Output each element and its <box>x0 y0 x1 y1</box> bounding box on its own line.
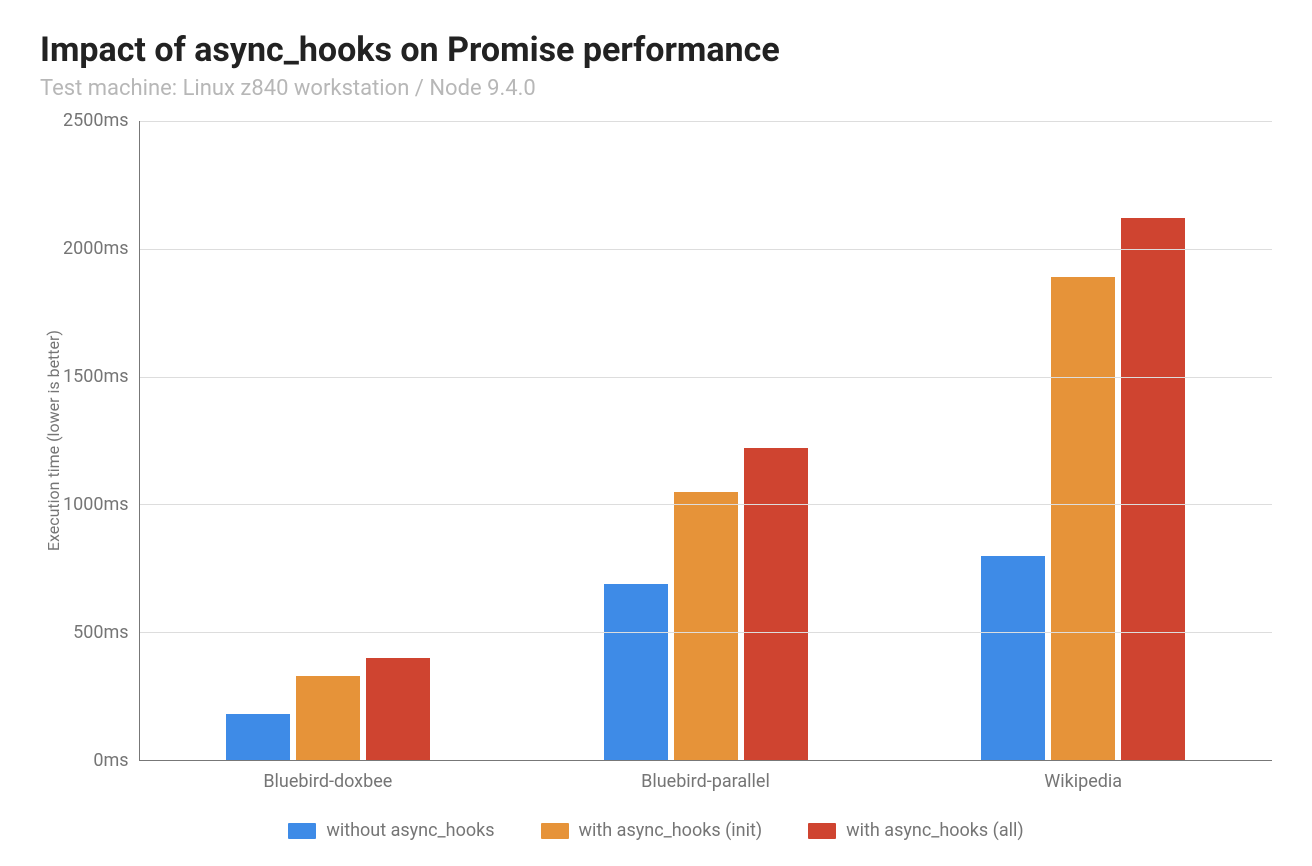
chart-title: Impact of async_hooks on Promise perform… <box>40 30 1272 70</box>
bar <box>981 556 1045 760</box>
legend-swatch <box>288 823 316 839</box>
chart-container: Impact of async_hooks on Promise perform… <box>0 0 1312 866</box>
bar <box>296 676 360 760</box>
gridline <box>140 504 1272 505</box>
bar <box>604 584 668 760</box>
legend-label: without async_hooks <box>326 820 494 841</box>
bar <box>674 492 738 760</box>
legend-item: with async_hooks (init) <box>541 820 763 841</box>
gridline <box>140 632 1272 633</box>
legend: without async_hooks with async_hooks (ini… <box>40 820 1272 841</box>
plot-area <box>139 121 1272 761</box>
legend-item: without async_hooks <box>288 820 494 841</box>
legend-item: with async_hooks (all) <box>808 820 1024 841</box>
bar-group <box>140 121 517 760</box>
axis-spacer <box>40 761 139 792</box>
legend-swatch <box>808 823 836 839</box>
bar-group <box>517 121 894 760</box>
bar <box>366 658 430 760</box>
plot-wrapper: Execution time (lower is better) 2500ms2… <box>40 121 1272 761</box>
y-axis-ticks: 2500ms2000ms1500ms1000ms500ms0ms <box>63 121 139 761</box>
legend-label: with async_hooks (init) <box>579 820 763 841</box>
bar <box>1121 218 1185 760</box>
chart-subtitle: Test machine: Linux z840 workstation / N… <box>40 76 1272 101</box>
bar <box>744 448 808 760</box>
bar-group <box>895 121 1272 760</box>
x-axis-labels: Bluebird-doxbeeBluebird-parallelWikipedi… <box>139 771 1272 792</box>
bar <box>1051 277 1115 760</box>
legend-swatch <box>541 823 569 839</box>
x-axis-row: Bluebird-doxbeeBluebird-parallelWikipedi… <box>40 761 1272 792</box>
bar <box>226 714 290 760</box>
gridline <box>140 249 1272 250</box>
y-axis-label: Execution time (lower is better) <box>40 330 63 551</box>
legend-label: with async_hooks (all) <box>846 820 1024 841</box>
x-tick-label: Bluebird-doxbee <box>139 771 517 792</box>
x-tick-label: Bluebird-parallel <box>517 771 895 792</box>
gridline <box>140 121 1272 122</box>
gridline <box>140 377 1272 378</box>
x-tick-label: Wikipedia <box>894 771 1272 792</box>
bar-groups <box>140 121 1272 760</box>
